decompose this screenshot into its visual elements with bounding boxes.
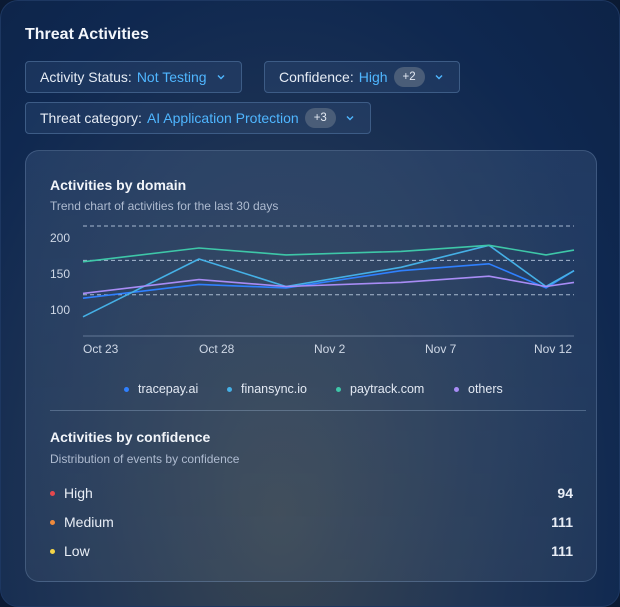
legend-item-others[interactable]: others (454, 382, 503, 396)
activity-status-filter[interactable]: Activity Status: Not Testing (25, 61, 242, 93)
confidence-extra-badge: +2 (393, 67, 425, 87)
confidence-section-subtitle: Distribution of events by confidence (50, 452, 240, 466)
threat-category-extra-badge: +3 (304, 108, 336, 128)
series-line-others (82, 275, 575, 295)
legend-item-tracepay[interactable]: tracepay.ai (124, 382, 198, 396)
confidence-row-value: 111 (551, 514, 573, 530)
high-dot (50, 490, 55, 496)
low-dot (50, 548, 55, 554)
confidence-row-value: 94 (557, 485, 573, 501)
panel-title: Threat Activities (25, 26, 149, 43)
legend-label: others (468, 382, 503, 396)
threat-category-filter[interactable]: Threat category: AI Application Protecti… (25, 102, 371, 134)
tracepay-dot (124, 386, 129, 392)
threat-category-label: Threat category: (40, 110, 142, 126)
confidence-row-label: Medium (64, 514, 114, 530)
section-divider (50, 410, 586, 411)
domain-trend-chart (82, 225, 575, 337)
confidence-section-title: Activities by confidence (50, 429, 211, 445)
domain-section-subtitle: Trend chart of activities for the last 3… (50, 199, 279, 213)
threat-category-value: AI Application Protection (146, 110, 299, 126)
series-line-paytrack-com (82, 244, 575, 263)
x-tick-label: Nov 7 (425, 342, 457, 356)
y-tick-label: 100 (50, 303, 71, 317)
legend-label: paytrack.com (350, 382, 425, 396)
confidence-row-low: Low 111 (50, 541, 573, 561)
confidence-row-label: High (64, 485, 93, 501)
confidence-row-value: 111 (551, 543, 573, 559)
legend-item-paytrack[interactable]: paytrack.com (336, 382, 424, 396)
activities-card: Activities by domain Trend chart of acti… (25, 150, 597, 582)
confidence-row-label: Low (64, 543, 90, 559)
legend-item-finansync[interactable]: finansync.io (227, 382, 307, 396)
x-tick-label: Nov 2 (314, 342, 346, 356)
chevron-down-icon (435, 75, 443, 80)
legend-label: finansync.io (241, 382, 308, 396)
confidence-row-high: High 94 (50, 483, 573, 503)
legend-label: tracepay.ai (138, 382, 199, 396)
x-tick-label: Nov 12 (534, 342, 573, 356)
finansync-dot (227, 386, 232, 392)
y-tick-label: 150 (50, 267, 71, 281)
confidence-filter[interactable]: Confidence: High +2 (264, 61, 460, 93)
chevron-down-icon (217, 75, 225, 80)
y-tick-label: 200 (50, 231, 71, 245)
confidence-value: High (358, 69, 388, 85)
series-line-tracepay-ai (82, 263, 575, 299)
x-tick-label: Oct 23 (83, 342, 119, 356)
domain-section-title: Activities by domain (50, 177, 187, 193)
confidence-label: Confidence: (279, 69, 354, 85)
activity-status-value: Not Testing (136, 69, 207, 85)
confidence-row-medium: Medium 111 (50, 512, 573, 532)
activity-status-label: Activity Status: (40, 69, 132, 85)
paytrack-dot (336, 386, 341, 392)
medium-dot (50, 519, 55, 525)
others-dot (454, 386, 459, 392)
x-tick-label: Oct 28 (199, 342, 235, 356)
chevron-down-icon (346, 116, 354, 121)
